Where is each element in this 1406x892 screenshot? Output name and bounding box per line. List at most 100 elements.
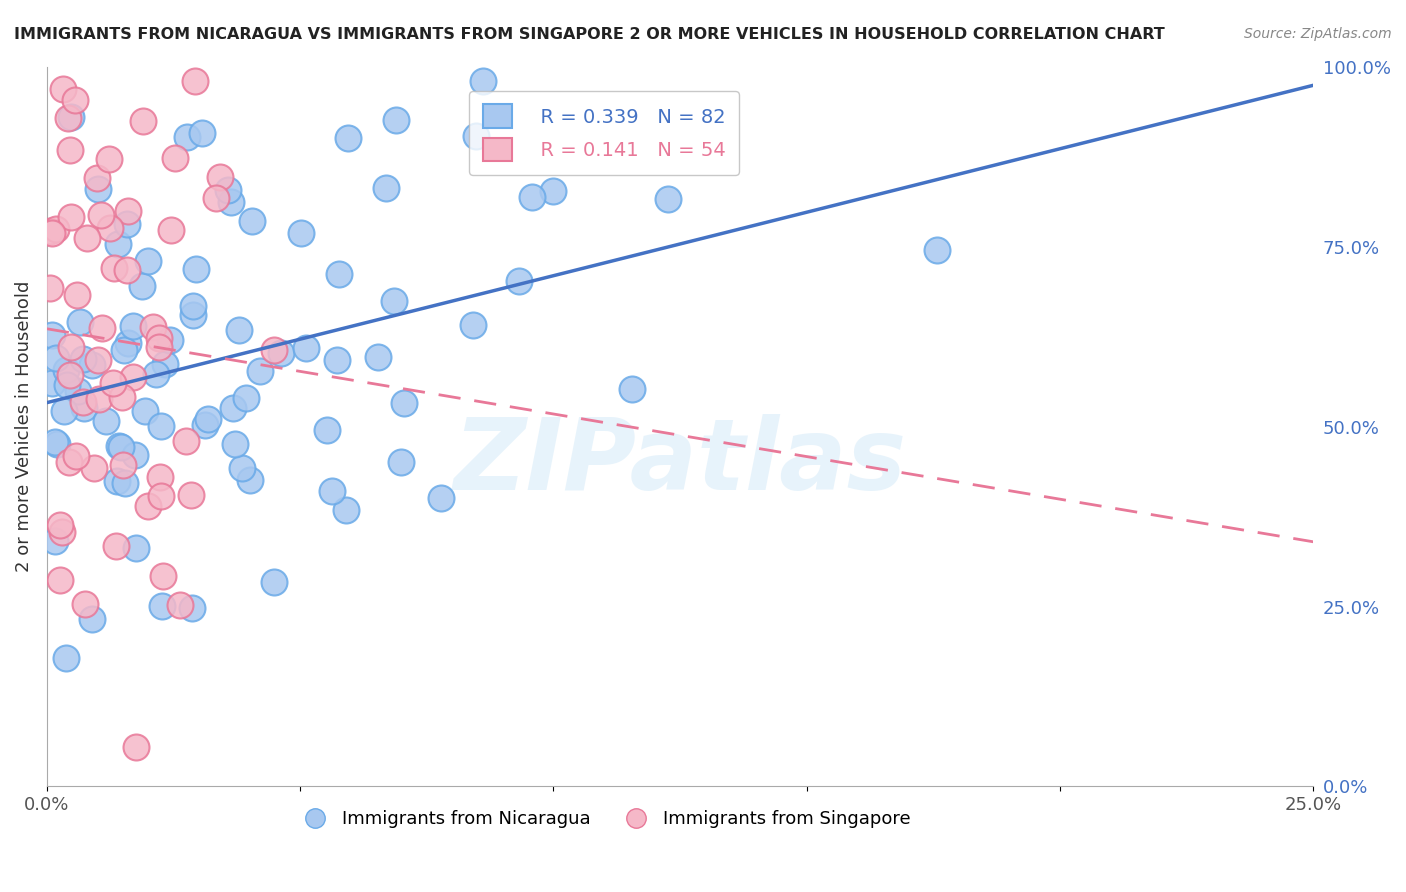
Point [263, 574, 285, 589]
Point [270, 346, 292, 360]
Point [620, 382, 643, 396]
Point [222, 401, 245, 415]
Point [231, 460, 253, 475]
Point [94, 413, 117, 427]
Point [117, 204, 139, 219]
Point [152, 569, 174, 583]
Point [263, 343, 285, 357]
Point [111, 390, 134, 404]
Point [209, 170, 232, 185]
Point [56, 112, 79, 126]
Point [219, 194, 242, 209]
Point [228, 323, 250, 337]
Point [112, 343, 135, 357]
Point [44, 434, 66, 449]
Point [87, 353, 110, 368]
Point [465, 129, 488, 144]
Point [384, 113, 406, 128]
Point [375, 181, 398, 195]
Point [41, 226, 63, 240]
Point [337, 131, 360, 145]
Point [657, 192, 679, 206]
Y-axis label: 2 or more Vehicles in Household: 2 or more Vehicles in Household [15, 281, 32, 573]
Point [389, 454, 412, 468]
Point [148, 340, 170, 354]
Point [49, 573, 72, 587]
Point [90, 208, 112, 222]
Point [217, 183, 239, 197]
Point [45, 437, 67, 451]
Point [335, 503, 357, 517]
Point [63, 93, 86, 107]
Point [153, 358, 176, 372]
Point [181, 308, 204, 322]
Point [38, 224, 60, 238]
Point [41, 376, 63, 390]
Point [159, 223, 181, 237]
Point [98, 220, 121, 235]
Point [65, 450, 87, 464]
Point [72, 395, 94, 409]
Point [59, 211, 82, 225]
Point [86, 170, 108, 185]
Text: ZIPatlas: ZIPatlas [454, 414, 907, 511]
Point [114, 475, 136, 490]
Point [72, 351, 94, 366]
Point [321, 484, 343, 499]
Point [186, 262, 208, 277]
Point [295, 342, 318, 356]
Point [105, 539, 128, 553]
Point [60, 111, 83, 125]
Point [382, 294, 405, 309]
Point [136, 254, 159, 268]
Point [125, 739, 148, 754]
Point [224, 437, 246, 451]
Point [49, 517, 72, 532]
Point [394, 396, 416, 410]
Point [51, 524, 73, 539]
Point [181, 299, 204, 313]
Point [89, 392, 111, 406]
Point [91, 320, 114, 334]
Point [142, 319, 165, 334]
Point [55, 377, 77, 392]
Point [45, 351, 67, 365]
Point [149, 470, 172, 484]
Point [103, 376, 125, 390]
Point [148, 331, 170, 345]
Point [103, 260, 125, 275]
Point [249, 363, 271, 377]
Text: IMMIGRANTS FROM NICARAGUA VS IMMIGRANTS FROM SINGAPORE 2 OR MORE VEHICLES IN HOU: IMMIGRANTS FROM NICARAGUA VS IMMIGRANTS … [14, 27, 1164, 42]
Point [181, 601, 204, 615]
Point [60, 340, 83, 354]
Point [176, 129, 198, 144]
Point [107, 236, 129, 251]
Point [58, 455, 80, 469]
Point [159, 333, 181, 347]
Point [80, 359, 103, 373]
Point [58, 143, 80, 157]
Point [97, 152, 120, 166]
Point [508, 274, 530, 288]
Point [45, 221, 67, 235]
Point [69, 314, 91, 328]
Point [472, 74, 495, 88]
Point [239, 473, 262, 487]
Point [131, 279, 153, 293]
Point [180, 488, 202, 502]
Point [315, 424, 337, 438]
Point [184, 74, 207, 88]
Point [520, 190, 543, 204]
Point [134, 404, 156, 418]
Point [463, 318, 485, 332]
Point [38, 280, 60, 294]
Point [145, 367, 167, 381]
Point [73, 401, 96, 415]
Point [52, 82, 75, 96]
Point [41, 327, 63, 342]
Point [66, 288, 89, 302]
Point [108, 440, 131, 454]
Point [80, 611, 103, 625]
Point [541, 184, 564, 198]
Point [115, 217, 138, 231]
